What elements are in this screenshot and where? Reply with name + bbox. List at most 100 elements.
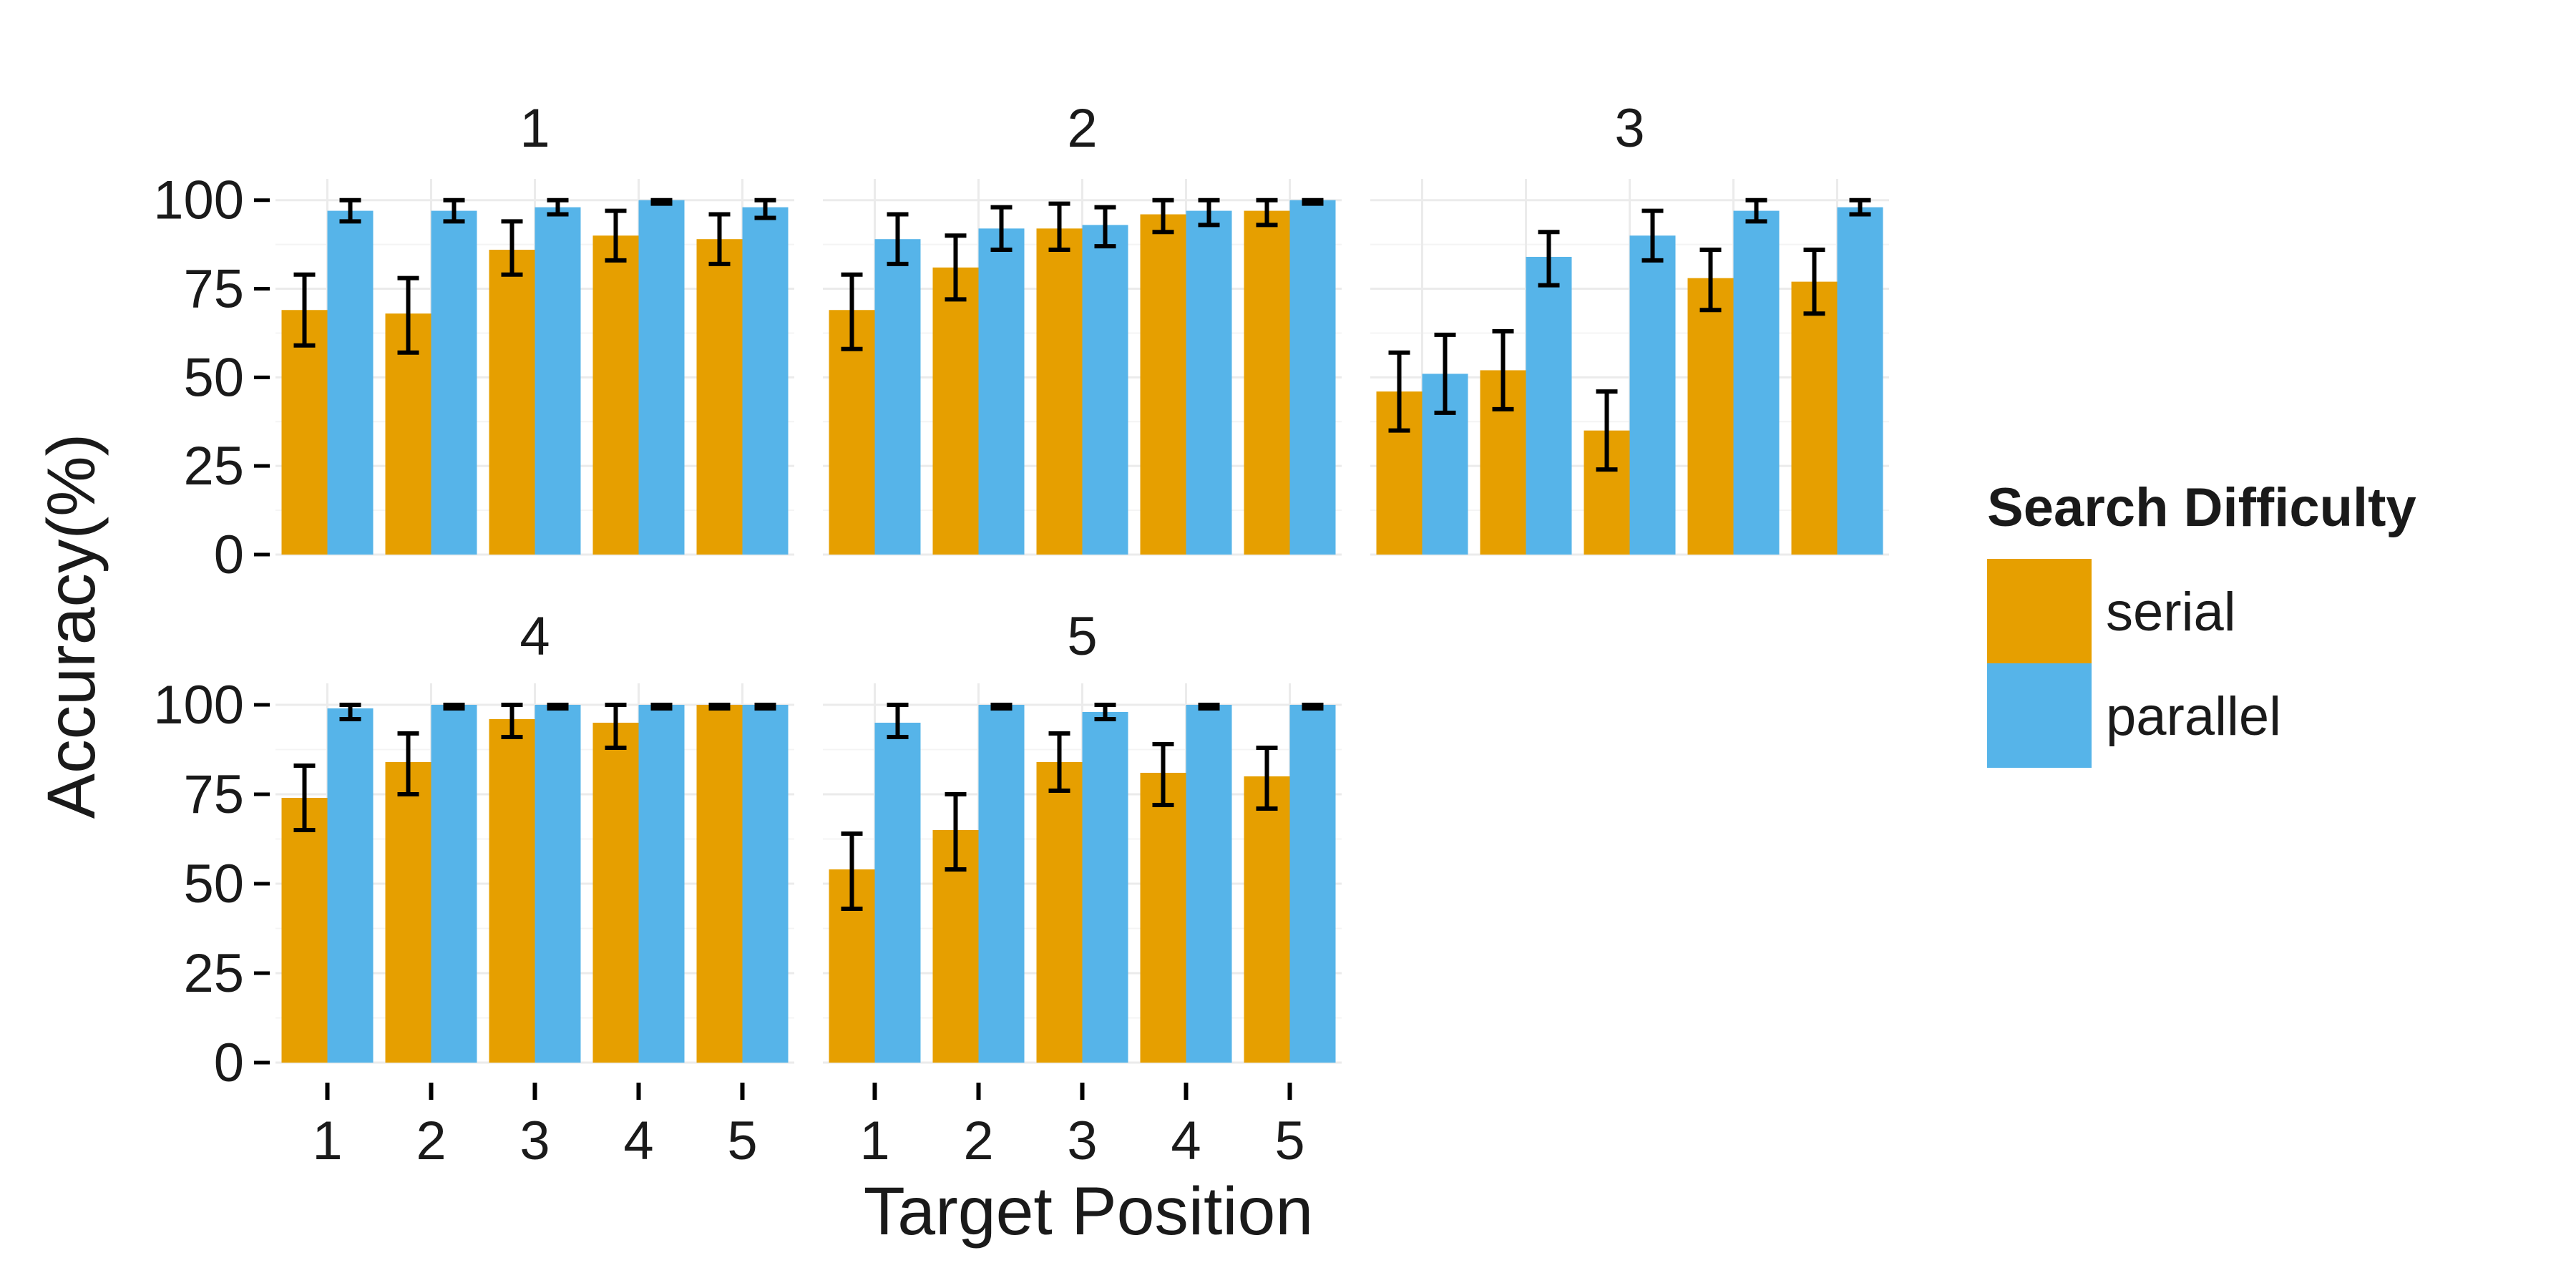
y-tick-label: 0: [214, 1033, 244, 1093]
error-bar-serial-5: [708, 212, 731, 266]
x-tick-label: 2: [963, 1111, 993, 1171]
error-bar-parallel-4: [1198, 703, 1220, 711]
error-bar-parallel-2: [990, 703, 1013, 711]
error-bar-parallel-2: [443, 197, 465, 224]
error-bar-parallel-5: [1302, 703, 1324, 711]
y-tick-label: 100: [153, 675, 244, 736]
facet-title: 1: [519, 98, 550, 159]
bar-parallel-2: [978, 705, 1025, 1063]
axes: 0 25 50 75 100 0 25 50 75 100 1 2 3 4 5 1 2 3 4 5: [153, 170, 1304, 1171]
error-bar-parallel-3: [1094, 703, 1116, 721]
facet-title: 3: [1614, 98, 1644, 159]
y-tick-label: 0: [214, 525, 244, 585]
error-bar-serial-2: [1492, 328, 1514, 411]
x-tick-label: 4: [1171, 1111, 1201, 1171]
bar-parallel-5: [1837, 207, 1883, 555]
facet-title: 4: [519, 606, 550, 667]
y-tick-label: 100: [153, 170, 244, 231]
y-tick-label: 50: [183, 854, 244, 914]
error-bar-parallel-2: [443, 703, 465, 711]
facet-title: 5: [1067, 606, 1097, 667]
error-bar-parallel-1: [339, 703, 361, 721]
error-bar-serial-3: [1048, 731, 1070, 793]
y-tick-label: 75: [183, 259, 244, 320]
error-bar-serial-1: [1388, 350, 1410, 433]
x-tick-label: 1: [312, 1111, 342, 1171]
bar-parallel-5: [1289, 705, 1336, 1063]
error-bar-serial-3: [501, 703, 523, 739]
error-bar-serial-4: [1699, 248, 1722, 313]
bar-serial-3: [1036, 762, 1083, 1063]
error-bar-parallel-3: [547, 703, 569, 711]
error-bar-parallel-4: [650, 703, 673, 711]
error-bar-parallel-5: [1849, 197, 1871, 217]
bar-serial-4: [1140, 773, 1186, 1063]
bar-serial-3: [1036, 228, 1083, 555]
error-bar-serial-4: [605, 703, 627, 750]
error-bar-parallel-1: [339, 197, 361, 224]
bar-parallel-3: [535, 207, 581, 555]
y-tick-label: 50: [183, 347, 244, 408]
bar-parallel-4: [638, 200, 685, 555]
bar-parallel-5: [742, 207, 789, 555]
bar-serial-3: [489, 250, 535, 555]
facet-panel-4: 4: [275, 606, 794, 1064]
bar-serial-5: [1791, 281, 1838, 555]
error-bar-serial-1: [293, 763, 316, 832]
bar-serial-4: [1687, 278, 1734, 555]
error-bar-serial-1: [841, 272, 863, 351]
x-tick-label: 4: [623, 1111, 653, 1171]
bar-serial-2: [932, 267, 979, 555]
error-bar-parallel-4: [1745, 197, 1767, 224]
bar-parallel-4: [1186, 705, 1232, 1063]
facet-title: 2: [1067, 98, 1097, 159]
bar-parallel-4: [638, 705, 685, 1063]
error-bar-serial-5: [1803, 248, 1825, 316]
facet-panel-2: 2: [823, 98, 1342, 556]
x-tick-label: 1: [859, 1111, 889, 1171]
error-bar-parallel-1: [887, 212, 909, 266]
bar-parallel-2: [1526, 256, 1572, 555]
x-axis-title: Target Position: [864, 1174, 1313, 1249]
bar-parallel-3: [1082, 225, 1128, 555]
error-bar-parallel-3: [1641, 208, 1664, 263]
legend-title: Search Difficulty: [1987, 477, 2416, 538]
error-bar-parallel-5: [754, 197, 776, 220]
bar-parallel-2: [978, 228, 1025, 555]
y-axis-title: Accuracy(%): [34, 434, 109, 819]
error-bar-serial-3: [1048, 201, 1070, 253]
bar-serial-4: [592, 235, 639, 555]
bar-parallel-1: [874, 723, 921, 1063]
bar-serial-1: [281, 798, 328, 1063]
error-bar-serial-5: [1256, 746, 1278, 811]
bar-serial-5: [1244, 776, 1290, 1063]
bar-parallel-4: [1733, 210, 1780, 555]
x-tick-label: 2: [416, 1111, 446, 1171]
error-bar-serial-4: [605, 208, 627, 263]
legend-label-parallel: parallel: [2106, 686, 2281, 747]
error-bar-parallel-4: [650, 197, 673, 206]
error-bar-parallel-5: [754, 703, 776, 711]
facet-panel-1: 1: [275, 98, 794, 556]
error-bar-parallel-3: [1094, 205, 1116, 249]
error-bar-parallel-1: [1434, 332, 1456, 415]
error-bar-parallel-2: [1538, 230, 1560, 288]
bar-parallel-3: [1082, 712, 1128, 1063]
bar-parallel-2: [431, 210, 477, 555]
bar-serial-2: [385, 762, 431, 1063]
x-tick-label: 5: [727, 1111, 757, 1171]
bar-serial-5: [696, 705, 743, 1063]
error-bar-parallel-5: [1302, 197, 1324, 206]
error-bar-serial-1: [293, 272, 316, 348]
bar-parallel-1: [327, 708, 374, 1063]
error-bar-parallel-3: [547, 197, 569, 217]
error-bar-serial-2: [945, 233, 967, 302]
bar-serial-5: [696, 239, 743, 555]
bar-parallel-3: [535, 705, 581, 1063]
legend-label-serial: serial: [2106, 582, 2236, 643]
error-bar-serial-4: [1152, 742, 1174, 807]
bar-serial-4: [1140, 214, 1186, 555]
error-bar-serial-3: [1596, 389, 1618, 472]
x-tick-label: 3: [1067, 1111, 1097, 1171]
